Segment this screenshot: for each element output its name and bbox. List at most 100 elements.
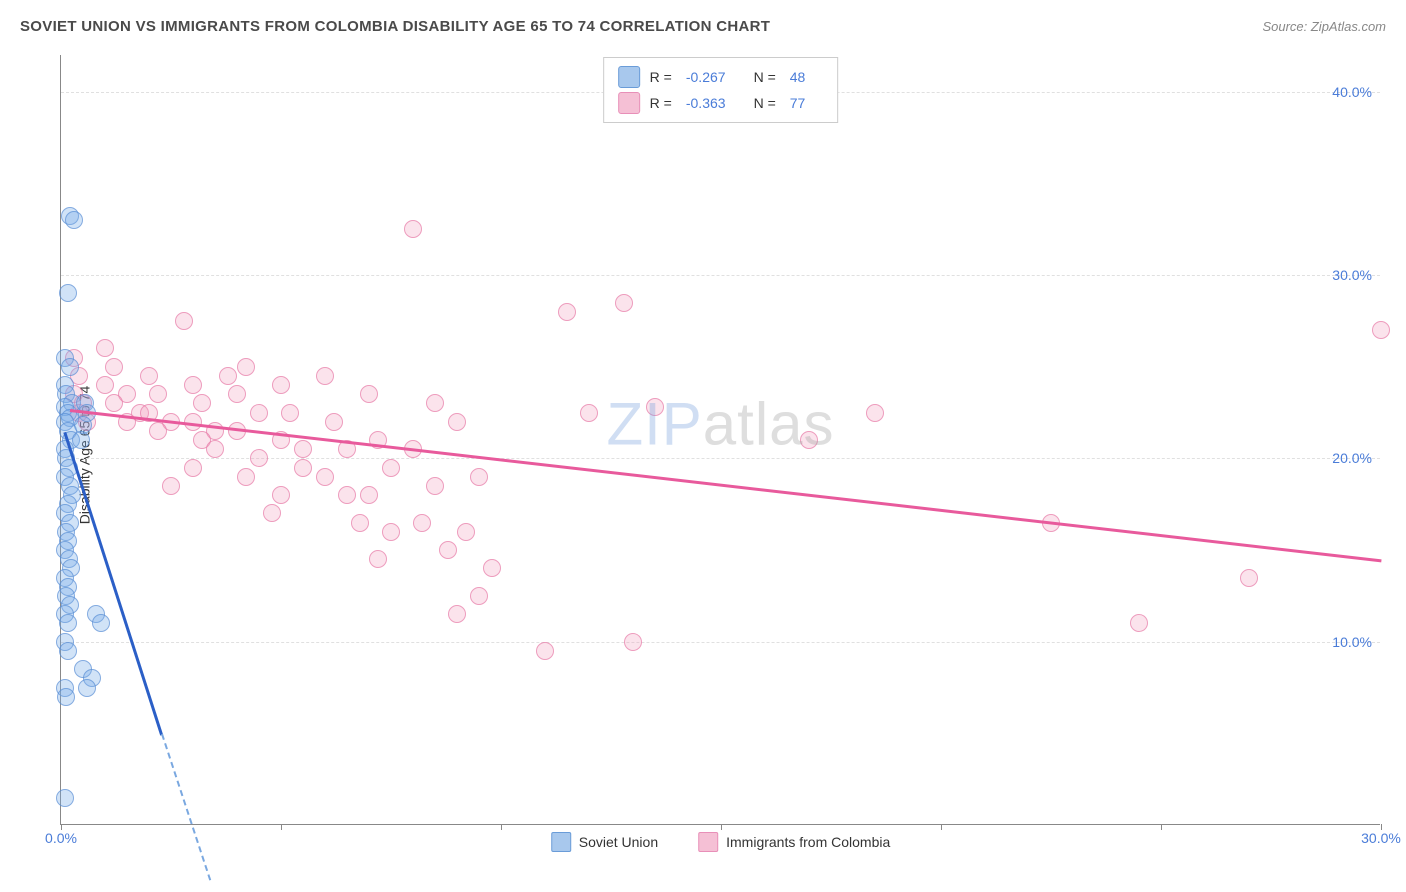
data-point-pink [184,376,202,394]
trend-line-blue-extrapolated [161,734,211,881]
data-point-pink [193,394,211,412]
data-point-pink [536,642,554,660]
data-point-blue [56,789,74,807]
swatch-pink-icon [698,832,718,852]
data-point-pink [580,404,598,422]
data-point-pink [162,477,180,495]
legend-label-blue: Soviet Union [579,834,658,850]
swatch-pink-icon [618,92,640,114]
correlation-legend: R = -0.267 N = 48 R = -0.363 N = 77 [603,57,839,123]
y-tick-label: 30.0% [1332,267,1372,283]
n-value-pink: 77 [790,95,806,111]
data-point-pink [228,385,246,403]
data-point-blue [59,284,77,302]
data-point-pink [175,312,193,330]
data-point-pink [206,440,224,458]
data-point-pink [250,404,268,422]
data-point-pink [426,394,444,412]
data-point-pink [360,486,378,504]
x-tick [941,824,942,830]
data-point-pink [470,468,488,486]
scatter-chart: Disability Age 65 to 74 ZIPatlas R = -0.… [50,55,1390,855]
data-point-pink [96,339,114,357]
data-point-pink [382,523,400,541]
data-point-pink [105,358,123,376]
data-point-pink [237,468,255,486]
y-tick-label: 40.0% [1332,84,1372,100]
data-point-blue [92,614,110,632]
y-tick-label: 20.0% [1332,450,1372,466]
trend-line-pink [70,409,1381,562]
data-point-pink [448,413,466,431]
r-value-blue: -0.267 [686,69,726,85]
x-tick [721,824,722,830]
data-point-pink [448,605,466,623]
data-point-pink [646,398,664,416]
gridline [61,642,1380,643]
data-point-pink [624,633,642,651]
data-point-blue [61,358,79,376]
data-point-pink [281,404,299,422]
data-point-pink [369,550,387,568]
data-point-pink [470,587,488,605]
data-point-pink [382,459,400,477]
plot-area: ZIPatlas R = -0.267 N = 48 R = -0.363 N … [60,55,1380,825]
data-point-pink [866,404,884,422]
data-point-pink [237,358,255,376]
chart-title: SOVIET UNION VS IMMIGRANTS FROM COLOMBIA… [20,18,770,35]
legend-row-blue: R = -0.267 N = 48 [618,64,824,90]
data-point-pink [413,514,431,532]
data-point-blue [59,642,77,660]
data-point-pink [338,486,356,504]
series-legend: Soviet Union Immigrants from Colombia [551,832,891,852]
data-point-blue [65,211,83,229]
x-tick-label: 30.0% [1361,830,1401,846]
data-point-blue [78,679,96,697]
data-point-pink [96,376,114,394]
legend-label-pink: Immigrants from Colombia [726,834,890,850]
data-point-blue [57,688,75,706]
swatch-blue-icon [618,66,640,88]
legend-row-pink: R = -0.363 N = 77 [618,90,824,116]
data-point-pink [219,367,237,385]
data-point-blue [59,614,77,632]
data-point-pink [615,294,633,312]
data-point-pink [105,394,123,412]
data-point-pink [360,385,378,403]
swatch-blue-icon [551,832,571,852]
data-point-pink [272,486,290,504]
data-point-pink [426,477,444,495]
data-point-pink [404,220,422,238]
data-point-pink [149,422,167,440]
data-point-pink [483,559,501,577]
data-point-pink [140,367,158,385]
watermark: ZIPatlas [606,390,834,459]
source-label: Source: ZipAtlas.com [1262,19,1386,34]
r-value-pink: -0.363 [686,95,726,111]
y-tick-label: 10.0% [1332,634,1372,650]
data-point-pink [439,541,457,559]
data-point-pink [272,376,290,394]
data-point-pink [316,367,334,385]
data-point-pink [800,431,818,449]
data-point-pink [184,459,202,477]
data-point-blue [72,431,90,449]
data-point-pink [294,440,312,458]
data-point-pink [351,514,369,532]
x-tick-label: 0.0% [45,830,77,846]
data-point-pink [263,504,281,522]
n-value-blue: 48 [790,69,806,85]
data-point-pink [149,385,167,403]
data-point-pink [316,468,334,486]
data-point-pink [1372,321,1390,339]
data-point-pink [250,449,268,467]
x-tick [501,824,502,830]
data-point-pink [1130,614,1148,632]
legend-item-blue: Soviet Union [551,832,658,852]
x-tick [1161,824,1162,830]
data-point-pink [457,523,475,541]
data-point-pink [294,459,312,477]
data-point-pink [325,413,343,431]
gridline [61,275,1380,276]
data-point-pink [1240,569,1258,587]
